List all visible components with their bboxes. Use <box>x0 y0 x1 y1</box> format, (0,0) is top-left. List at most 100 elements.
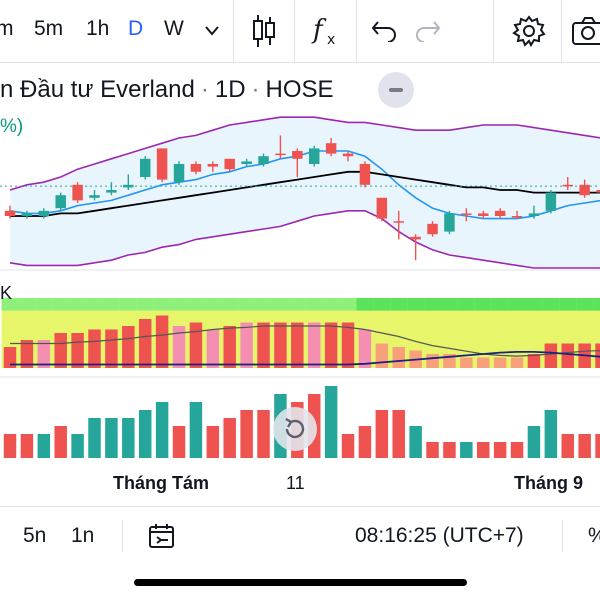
bollinger-lower-line <box>9 210 600 269</box>
chart-canvas[interactable] <box>0 100 600 500</box>
oscillator-top-band <box>508 298 526 311</box>
bollinger-band-fill <box>10 117 600 268</box>
oscillator-bar <box>88 329 101 368</box>
clock-timezone[interactable]: 08:16:25 (UTC+7) <box>355 524 524 547</box>
oscillator-bar <box>510 357 524 368</box>
oscillator-top-band <box>525 298 543 311</box>
undo-icon[interactable] <box>370 18 398 42</box>
oscillator-top-band <box>221 298 239 311</box>
bottom-divider <box>122 520 123 552</box>
oscillator-top-band <box>69 298 87 311</box>
volume-bar <box>122 418 135 458</box>
redo-icon[interactable] <box>414 18 442 42</box>
oscillator-bar <box>20 340 34 368</box>
candle-body <box>55 195 66 209</box>
candle-body <box>528 213 540 216</box>
candle-body <box>72 184 83 201</box>
candlestick-icon[interactable] <box>250 13 278 49</box>
timeframe-w[interactable]: W <box>164 17 184 40</box>
svg-text:x: x <box>327 32 335 48</box>
oscillator-background-band <box>474 298 493 368</box>
volume-bar <box>71 434 84 458</box>
percent-scale-toggle[interactable]: % <box>588 524 600 548</box>
moving-average-black-line <box>10 170 600 217</box>
volume-bar <box>595 434 600 458</box>
oscillator-top-band <box>153 298 172 311</box>
candle-body <box>224 158 235 170</box>
oscillator-top-band <box>305 298 324 311</box>
oscillator-bar <box>274 322 287 368</box>
timeframe-1h[interactable]: 1h <box>86 17 110 40</box>
timeframe-1m[interactable]: m <box>0 17 14 40</box>
oscillator-bar <box>477 357 490 368</box>
oscillator-top-band <box>255 298 273 311</box>
oscillator-top-band <box>407 298 425 311</box>
range-1-year[interactable]: 1n <box>71 524 95 547</box>
oscillator-top-band <box>170 298 188 311</box>
oscillator-bar <box>375 343 389 368</box>
oscillator-top-band <box>86 298 104 311</box>
volume-bar <box>544 410 558 458</box>
oscillator-top-band <box>238 298 256 311</box>
oscillator-bar <box>324 322 338 368</box>
volume-bar <box>105 418 118 458</box>
range-5-years[interactable]: 5n <box>23 524 47 547</box>
moving-average-blue-line <box>9 150 600 220</box>
volume-bar <box>561 434 574 458</box>
oscillator-top-band <box>390 298 408 311</box>
oscillator-bar <box>223 326 236 368</box>
oscillator-top-band <box>474 298 493 311</box>
candle-body <box>562 184 573 187</box>
oscillator-top-band <box>102 298 121 311</box>
oscillator-bar <box>358 329 372 368</box>
candle-body <box>21 213 33 216</box>
oscillator-top-band <box>593 298 600 311</box>
candle-body <box>478 213 489 216</box>
home-indicator <box>134 579 467 586</box>
oscillator-background-band <box>440 298 459 368</box>
oscillator-bar <box>54 333 67 368</box>
symbol-name: n Đầu tư Everland <box>0 76 195 103</box>
candle-body <box>190 164 202 172</box>
camera-icon[interactable] <box>572 15 600 45</box>
candle-body <box>207 164 219 167</box>
volume-bar <box>240 410 253 458</box>
oscillator-top-band <box>52 298 70 311</box>
oscillator-top-band <box>576 298 594 311</box>
oscillator-bar <box>37 340 51 368</box>
timeframe-5m[interactable]: 5m <box>34 17 64 40</box>
candle-body <box>139 158 151 177</box>
oscillator-background-band <box>593 298 600 368</box>
settings-icon[interactable] <box>512 14 546 48</box>
symbol-legend[interactable]: n Đầu tư Everland · 1D · HOSE <box>0 76 334 103</box>
chevron-down-icon[interactable] <box>204 24 220 38</box>
oscillator-bar <box>3 347 17 368</box>
candle-body <box>579 184 590 196</box>
oscillator-bar <box>426 354 439 368</box>
oscillator-bar <box>240 322 253 368</box>
go-to-date-icon[interactable] <box>147 522 177 550</box>
oscillator-top-band <box>187 298 205 311</box>
time-axis-label-11: 11 <box>286 473 305 493</box>
oscillator-top-band <box>271 298 290 311</box>
oscillator-top-band <box>1 298 19 311</box>
oscillator-bar <box>460 357 473 368</box>
candle-body <box>123 184 134 188</box>
indicators-icon[interactable]: f x <box>311 14 341 48</box>
oscillator-bar <box>172 326 186 368</box>
candle-body <box>393 221 404 223</box>
bottom-divider <box>562 520 563 552</box>
oscillator-bar <box>561 343 574 368</box>
toolbar-divider <box>561 0 562 62</box>
collapse-legend-button[interactable] <box>378 72 414 108</box>
volume-bar <box>477 442 490 458</box>
candle-body <box>4 210 16 216</box>
volume-bar <box>426 442 439 458</box>
volume-bar <box>341 434 355 458</box>
reset-chart-button[interactable] <box>273 407 317 451</box>
timeframe-d[interactable]: D <box>128 17 144 40</box>
oscillator-bar <box>307 322 321 368</box>
candle-body <box>106 190 117 193</box>
candle-body <box>359 164 371 185</box>
time-axis-bottom-border <box>0 506 600 507</box>
